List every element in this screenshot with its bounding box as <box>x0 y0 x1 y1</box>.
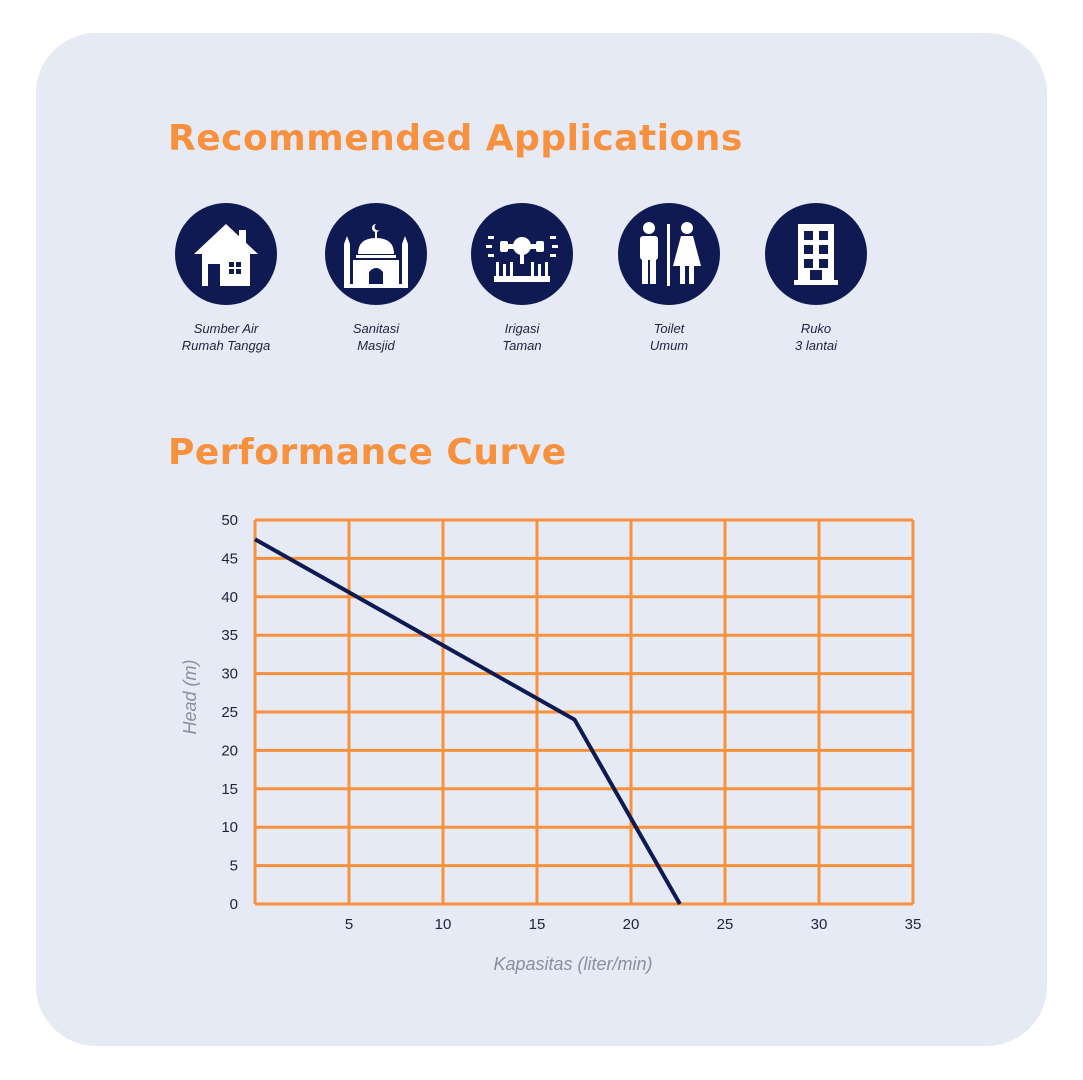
x-axis-title: Kapasitas (liter/min) <box>493 954 652 974</box>
x-tick-label: 30 <box>811 916 828 933</box>
performance-curve-line <box>254 537 682 905</box>
x-tick-label: 10 <box>435 916 452 933</box>
y-tick-label: 45 <box>221 550 238 567</box>
x-tick-label: 5 <box>345 916 353 933</box>
performance-title: Performance Curve <box>168 432 567 473</box>
applications-title: Recommended Applications <box>168 118 743 159</box>
x-tick-label: 15 <box>529 916 546 933</box>
x-tick-label: 25 <box>717 916 734 933</box>
y-tick-label: 25 <box>221 704 238 721</box>
app-label: Irigasi Taman <box>502 321 542 353</box>
y-tick-label: 15 <box>221 781 238 798</box>
y-tick-label: 0 <box>230 896 238 913</box>
y-tick-label: 30 <box>221 666 238 683</box>
app-item-household: Sumber Air Rumah Tangga <box>146 203 306 354</box>
x-tick-label: 35 <box>905 916 922 933</box>
app-label: Sanitasi Masjid <box>352 321 400 353</box>
x-tick-label: 20 <box>623 916 640 933</box>
app-label: Toilet Umum <box>649 321 689 353</box>
y-tick-label: 20 <box>221 742 238 759</box>
y-tick-label: 50 <box>221 512 238 529</box>
y-tick-label: 5 <box>230 858 238 875</box>
y-tick-label: 35 <box>221 627 238 644</box>
sprinkler-icon <box>471 203 573 305</box>
app-item-irrigation: Irigasi Taman <box>442 203 602 354</box>
restroom-icon <box>618 203 720 305</box>
app-item-mosque: Sanitasi Masjid <box>296 203 456 354</box>
app-item-shophouse: Ruko 3 lantai <box>736 203 896 354</box>
content-card <box>36 33 1047 1046</box>
y-axis-title: Head (m) <box>180 659 200 734</box>
building-icon <box>765 203 867 305</box>
mosque-icon <box>325 203 427 305</box>
app-item-restroom: Toilet Umum <box>589 203 749 354</box>
app-label: Ruko 3 lantai <box>795 321 837 353</box>
y-tick-label: 40 <box>221 589 238 606</box>
house-icon <box>175 203 277 305</box>
y-tick-label: 10 <box>221 819 238 836</box>
app-label: Sumber Air Rumah Tangga <box>181 321 271 353</box>
